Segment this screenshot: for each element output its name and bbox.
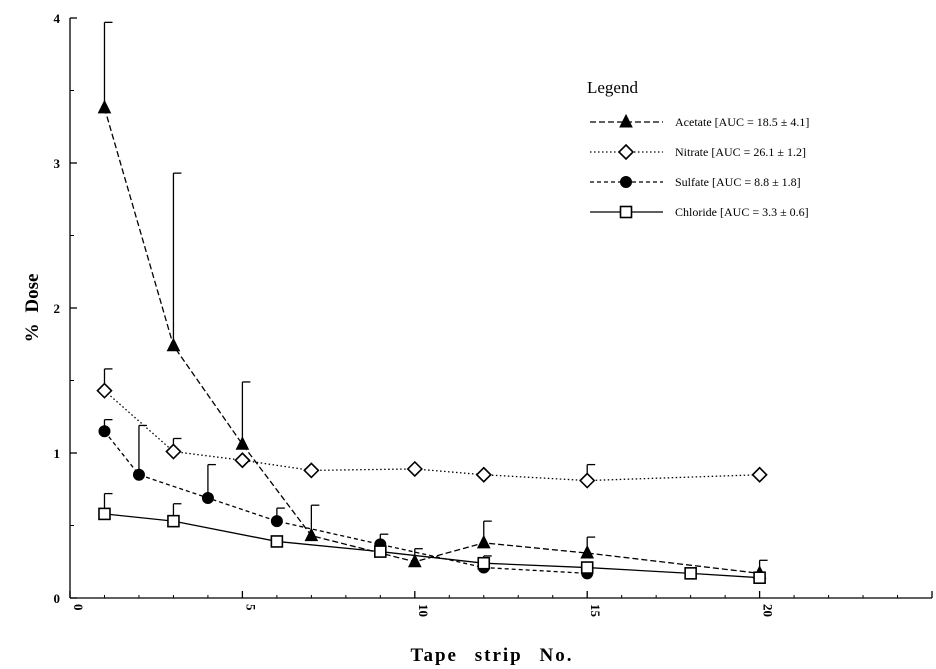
series-line-chloride [104,513,760,579]
data-point-chloride [270,535,284,548]
legend-label: Sulfate [AUC = 8.8 ± 1.8] [675,175,801,189]
data-point-acetate [476,534,491,549]
y-axis-title: % Dose [22,274,43,343]
x-tick-label-5: 25 [933,604,936,618]
legend-title: Legend [587,78,638,97]
x-tick-label-0: 0 [71,604,86,611]
series-line-nitrate [104,390,760,482]
x-axis-title: Tape strip No. [411,645,574,666]
legend-item-sulfate: Sulfate [AUC = 8.8 ± 1.8] [590,175,801,189]
data-point-nitrate [303,462,320,479]
data-point-nitrate [406,460,423,478]
data-point-chloride [580,561,594,574]
data-point-chloride [753,571,766,585]
legend: Legend Acetate [AUC = 18.5 ± 4.1] Nitrate … [587,78,809,219]
legend-item-nitrate: Nitrate [AUC = 26.1 ± 1.2] [590,143,806,161]
data-point-sulfate [201,491,214,504]
legend-marker [620,176,632,188]
data-point-acetate [166,337,181,352]
x-tick-label-3: 15 [588,604,603,618]
legend-label: Nitrate [AUC = 26.1 ± 1.2] [675,145,806,159]
series-acetate [97,21,768,579]
axes: 0 1 2 3 4 0 5 10 15 20 25 [54,11,936,618]
data-point-acetate [580,544,595,559]
data-point-chloride [477,556,491,570]
y-tick-label-2: 2 [54,301,61,316]
series-line-acetate [103,107,760,574]
data-point-nitrate [234,452,251,469]
legend-item-acetate: Acetate [AUC = 18.5 ± 4.1] [590,113,809,129]
legend-label: Acetate [AUC = 18.5 ± 4.1] [675,115,809,129]
x-tick-label-1: 5 [243,604,258,611]
legend-marker [619,205,633,219]
legend-marker [619,113,633,128]
data-point-sulfate [270,515,283,528]
data-point-acetate [97,99,112,114]
data-series [96,21,768,585]
data-point-sulfate [98,425,111,438]
data-point-nitrate [165,443,182,460]
data-point-chloride [374,545,387,558]
y-tick-label-1: 1 [54,446,61,461]
series-nitrate [96,368,768,489]
data-point-acetate [407,553,422,568]
x-tick-label-2: 10 [416,604,431,617]
series-chloride [98,492,766,585]
data-point-chloride [684,567,697,580]
y-tick-label-4: 4 [54,11,61,26]
data-point-nitrate [96,382,113,399]
data-point-nitrate [475,466,492,483]
legend-marker [617,143,635,161]
data-point-acetate [235,436,250,450]
legend-label: Chloride [AUC = 3.3 ± 0.6] [675,205,809,219]
data-point-nitrate [579,472,596,489]
data-point-chloride [98,507,111,521]
data-point-sulfate [132,468,145,481]
legend-item-chloride: Chloride [AUC = 3.3 ± 0.6] [590,205,809,219]
y-tick-label-3: 3 [54,156,61,171]
x-tick-label-4: 20 [761,604,776,617]
data-point-acetate [304,527,319,542]
data-point-chloride [167,514,180,528]
y-tick-label-0: 0 [54,591,61,606]
data-point-nitrate [751,466,768,483]
